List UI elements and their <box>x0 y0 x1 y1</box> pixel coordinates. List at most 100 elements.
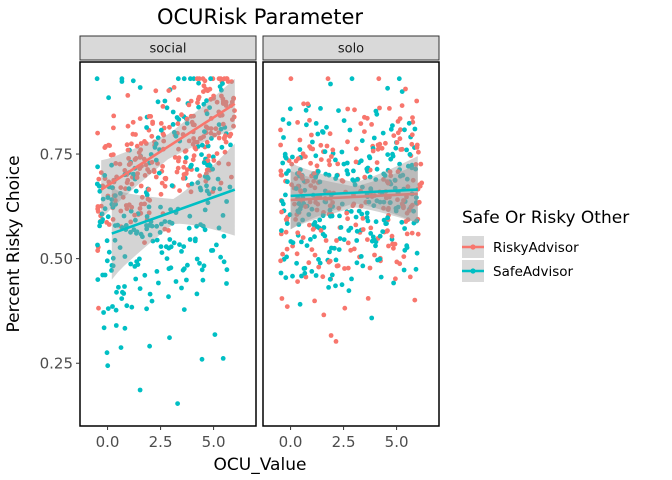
point-safeadvisor <box>219 87 224 93</box>
point-riskyadvisor <box>353 146 359 152</box>
point-riskyadvisor <box>110 217 116 222</box>
point-riskyadvisor <box>279 209 284 215</box>
legend-entry-safeadvisor: SafeAdvisor <box>462 260 574 282</box>
x-tick-label: 0.0 <box>279 433 303 451</box>
point-riskyadvisor <box>362 174 368 180</box>
point-safeadvisor <box>304 243 310 249</box>
point-safeadvisor <box>286 121 292 126</box>
point-riskyadvisor <box>118 208 124 214</box>
point-safeadvisor <box>377 199 383 205</box>
point-safeadvisor <box>194 256 200 262</box>
point-safeadvisor <box>121 291 127 296</box>
point-riskyadvisor <box>128 161 133 166</box>
point-riskyadvisor <box>198 135 204 141</box>
point-safeadvisor <box>218 126 224 132</box>
point-safeadvisor <box>199 152 204 158</box>
point-safeadvisor <box>117 245 123 251</box>
point-safeadvisor <box>367 174 373 180</box>
point-safeadvisor <box>207 163 213 169</box>
point-safeadvisor <box>137 85 143 90</box>
point-safeadvisor <box>159 221 164 227</box>
point-safeadvisor <box>413 166 418 172</box>
point-safeadvisor <box>219 144 225 150</box>
point-safeadvisor <box>181 76 187 82</box>
point-safeadvisor <box>102 206 108 212</box>
point-riskyadvisor <box>160 104 166 109</box>
point-safeadvisor <box>397 161 402 167</box>
point-safeadvisor <box>356 208 362 214</box>
point-riskyadvisor <box>208 96 214 102</box>
point-safeadvisor <box>366 199 372 205</box>
point-riskyadvisor <box>146 187 152 192</box>
point-riskyadvisor <box>160 164 166 169</box>
point-riskyadvisor <box>405 184 411 190</box>
point-safeadvisor <box>341 237 347 243</box>
point-riskyadvisor <box>360 216 366 221</box>
point-safeadvisor <box>290 240 296 246</box>
point-riskyadvisor <box>188 98 194 104</box>
point-riskyadvisor <box>124 180 130 186</box>
point-safeadvisor <box>175 76 181 82</box>
point-riskyadvisor <box>410 119 416 125</box>
trend-line-safeadvisor <box>111 188 236 235</box>
point-riskyadvisor <box>216 160 222 166</box>
point-riskyadvisor <box>231 123 236 129</box>
point-safeadvisor <box>221 233 227 239</box>
panel-border <box>262 61 440 427</box>
point-safeadvisor <box>164 105 170 111</box>
point-riskyadvisor <box>212 132 218 138</box>
point-riskyadvisor <box>284 246 290 252</box>
point-riskyadvisor <box>294 251 300 257</box>
point-safeadvisor <box>385 215 390 221</box>
point-safeadvisor <box>189 181 195 187</box>
point-riskyadvisor <box>129 141 134 147</box>
point-safeadvisor <box>184 120 190 126</box>
point-riskyadvisor <box>295 156 301 162</box>
point-riskyadvisor <box>186 102 192 108</box>
point-riskyadvisor <box>205 158 211 164</box>
point-safeadvisor <box>338 225 344 230</box>
point-riskyadvisor <box>311 178 317 184</box>
point-riskyadvisor <box>220 99 226 105</box>
point-safeadvisor <box>113 323 119 328</box>
point-riskyadvisor <box>418 161 424 167</box>
point-safeadvisor <box>211 186 217 192</box>
point-safeadvisor <box>197 260 202 266</box>
point-safeadvisor <box>300 217 305 223</box>
point-riskyadvisor <box>190 157 196 163</box>
point-safeadvisor <box>113 307 119 313</box>
point-riskyadvisor <box>410 177 416 183</box>
point-safeadvisor <box>201 101 207 107</box>
point-riskyadvisor <box>206 153 212 159</box>
point-riskyadvisor <box>367 265 373 271</box>
point-safeadvisor <box>144 125 150 130</box>
point-riskyadvisor <box>327 162 332 168</box>
point-safeadvisor <box>312 234 317 240</box>
point-riskyadvisor <box>314 207 320 213</box>
point-riskyadvisor <box>370 148 376 154</box>
point-riskyadvisor <box>179 112 184 118</box>
trend-line-riskyadvisor <box>100 102 236 191</box>
point-safeadvisor <box>215 176 221 182</box>
point-riskyadvisor <box>409 230 415 236</box>
point-riskyadvisor <box>142 240 147 246</box>
point-safeadvisor <box>157 230 163 235</box>
point-safeadvisor <box>104 258 110 264</box>
point-safeadvisor <box>131 171 136 177</box>
point-safeadvisor <box>360 184 365 190</box>
point-riskyadvisor <box>385 207 391 213</box>
point-riskyadvisor <box>162 176 168 181</box>
point-riskyadvisor <box>401 203 406 209</box>
point-riskyadvisor <box>197 173 203 179</box>
point-riskyadvisor <box>177 188 183 194</box>
point-riskyadvisor <box>404 210 410 216</box>
point-safeadvisor <box>404 147 409 153</box>
point-safeadvisor <box>358 254 364 259</box>
point-safeadvisor <box>337 213 342 219</box>
point-riskyadvisor <box>167 124 172 130</box>
point-safeadvisor <box>333 257 339 263</box>
point-riskyadvisor <box>308 146 314 151</box>
point-riskyadvisor <box>365 237 370 243</box>
point-safeadvisor <box>137 256 142 262</box>
point-safeadvisor <box>173 279 179 284</box>
